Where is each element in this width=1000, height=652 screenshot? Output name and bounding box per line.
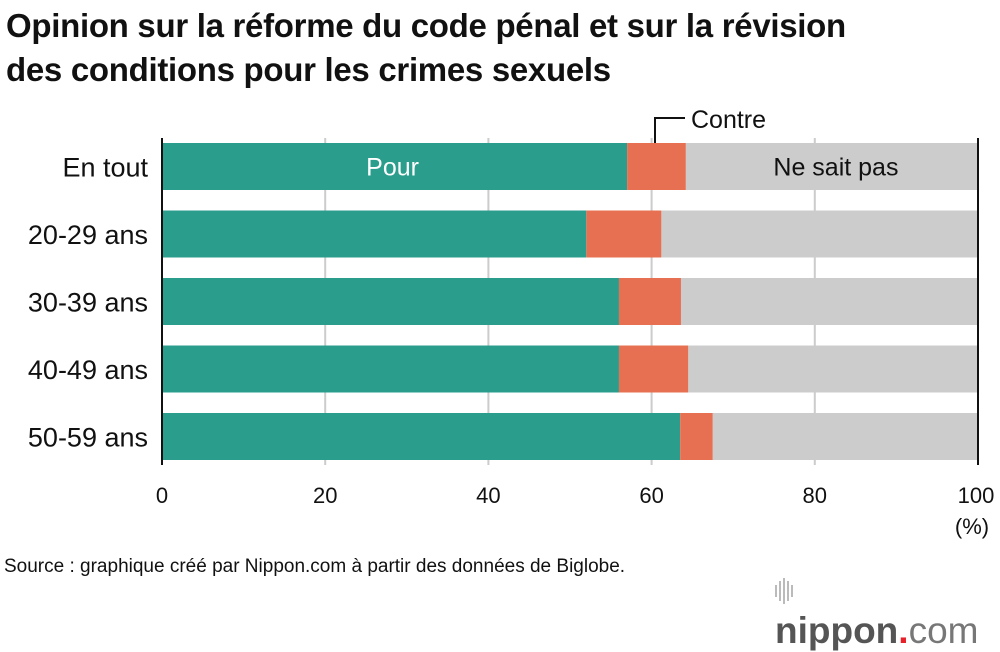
x-tick-label: 60	[639, 483, 663, 508]
bar-ne-sait-pas	[685, 143, 978, 190]
x-tick-label: 80	[803, 483, 827, 508]
category-label: 30-39 ans	[28, 288, 148, 318]
bar-pour	[162, 210, 587, 258]
bar-contre	[627, 143, 686, 190]
logo-bars-icon	[775, 568, 795, 610]
bar-ne-sait-pas	[712, 413, 978, 460]
logo-suffix: com	[908, 610, 979, 652]
nippon-logo: nippon.com	[775, 566, 1000, 652]
bar-contre	[618, 345, 689, 393]
source-note: Source : graphique créé par Nippon.com à…	[4, 556, 626, 577]
x-unit-label: (%)	[955, 514, 989, 539]
bar-ne-sait-pas	[688, 345, 978, 393]
legend-contre: Contre	[691, 106, 766, 134]
bar-contre	[618, 278, 681, 325]
logo-text: nippon	[775, 610, 899, 652]
x-tick-label: 100	[958, 483, 995, 508]
chart-title: Opinion sur la réforme du code pénal et …	[6, 7, 846, 88]
legend-pour: Pour	[366, 154, 419, 182]
x-tick-label: 40	[476, 483, 500, 508]
chart: En tout 20-29 ans 30-39 ans 40-49 ans 50-59 …	[28, 106, 995, 539]
bar-contre	[586, 210, 662, 258]
bar-ne-sait-pas	[680, 278, 978, 325]
logo-dot: .	[898, 610, 909, 652]
bar-contre	[680, 413, 713, 460]
category-label: 50-59 ans	[28, 423, 148, 453]
bar-pour	[162, 345, 619, 393]
bar-pour	[162, 143, 628, 190]
bar-pour	[162, 413, 681, 460]
category-label: 40-49 ans	[28, 355, 148, 385]
bar-ne-sait-pas	[661, 210, 978, 258]
x-tick-label: 20	[313, 483, 337, 508]
x-tick-label: 0	[156, 483, 168, 508]
category-label: 20-29 ans	[28, 220, 148, 250]
legend-ne-sait-pas: Ne sait pas	[773, 154, 898, 182]
contre-callout-line	[654, 117, 685, 143]
category-label: En tout	[62, 153, 148, 183]
bar-pour	[162, 278, 619, 325]
